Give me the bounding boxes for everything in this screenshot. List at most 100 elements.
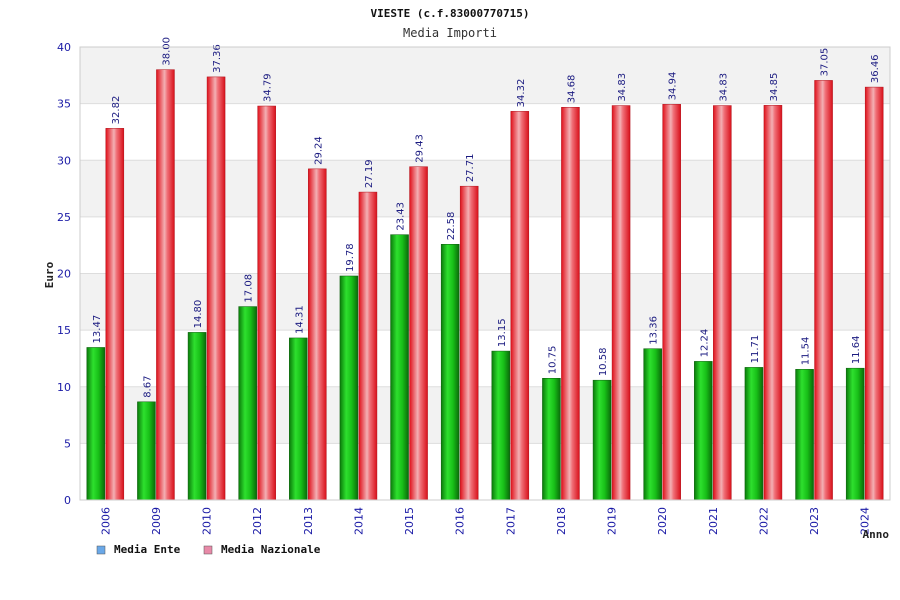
chart-title: VIESTE (c.f.83000770715) [371,7,530,20]
bar-media-ente-2009 [137,401,156,501]
value-label: 32.82 [111,96,122,125]
bar-media-ente-2020 [643,348,662,501]
chart-subtitle: Media Importi [403,26,497,40]
value-label: 34.83 [718,73,729,102]
bar-media-ente-2023 [795,369,814,501]
bar-media-nazionale-2009 [156,69,175,501]
bar-media-ente-2024 [845,367,865,501]
value-label: 34.32 [516,79,527,108]
bar-media-nazionale-2018 [561,106,580,501]
x-tick-label: 2014 [352,507,365,535]
value-label: 34.94 [668,72,679,101]
value-label: 13.15 [497,318,508,347]
bar-media-ente-2017 [491,350,511,501]
x-tick-label: 2020 [656,507,669,535]
bar-media-ente-2016 [440,244,460,501]
y-tick-label: 35 [57,98,71,111]
value-label: 17.08 [244,274,255,303]
value-label: 11.54 [801,337,812,366]
value-label: 22.58 [446,212,457,241]
x-tick-label: 2018 [555,507,568,535]
value-label: 12.24 [699,329,710,358]
plot-frame [79,46,891,501]
y-tick-label: 0 [64,494,71,507]
value-label: 37.05 [820,48,831,77]
y-tick-label: 25 [57,211,71,224]
value-label: 19.78 [345,243,356,272]
bar-media-nazionale-2006 [105,128,125,501]
value-label: 14.31 [294,305,305,334]
bar-media-nazionale-2024 [864,86,884,501]
bar-media-ente-2019 [592,379,612,501]
x-axis-ticks: 2006 2009 2010 2012 2013 2014 2015 2016 2017 2018… [99,507,871,535]
bar-media-nazionale-2016 [459,185,479,501]
bar-media-nazionale-2022 [763,105,783,501]
bar-media-ente-2022 [744,367,764,501]
x-tick-label: 2022 [757,507,770,535]
bar-media-ente-2013 [289,337,308,501]
bar-media-nazionale-2012 [257,105,276,501]
bar-media-ente-2006 [86,347,106,501]
value-label: 10.75 [547,346,558,375]
x-axis-label: Anno [863,528,890,541]
value-label: 29.24 [313,136,324,165]
y-tick-label: 30 [57,154,71,167]
x-tick-label: 2009 [150,507,163,535]
value-label: 27.19 [364,159,375,188]
bar-media-nazionale-2013 [308,168,327,501]
bar-media-ente-2015 [390,234,409,501]
bar-media-ente-2014 [339,275,359,501]
value-label: 34.83 [617,73,628,102]
bar-media-ente-2021 [694,361,713,501]
x-tick-label: 2013 [302,507,315,535]
y-tick-label: 15 [57,324,71,337]
legend-swatch-media-ente [96,545,106,555]
value-label: 8.67 [142,376,153,398]
y-axis-ticks: 0 5 10 15 20 25 30 35 40 [57,41,71,507]
bar-media-nazionale-2015 [409,166,428,501]
bar-media-ente-2010 [187,332,207,501]
value-label: 34.79 [263,73,274,102]
legend-label-media-ente: Media Ente [114,543,181,556]
legend-swatch-media-nazionale [203,545,213,555]
value-label: 13.47 [92,315,103,344]
y-tick-label: 20 [57,268,71,281]
y-axis-label: Euro [43,261,56,288]
value-label: 34.68 [566,75,577,104]
x-tick-label: 2015 [403,507,416,535]
x-tick-label: 2017 [504,507,517,535]
x-tick-label: 2016 [454,507,467,535]
value-label: 29.43 [415,134,426,163]
value-label: 27.71 [465,154,476,183]
value-labels: 13.47 32.82 8.67 38.00 14.80 37.36 17.08 34.79 1… [92,37,881,398]
value-label: 10.58 [598,348,609,377]
x-tick-label: 2012 [251,507,264,535]
legend-label-media-nazionale: Media Nazionale [221,543,321,556]
bar-media-nazionale-2014 [358,191,378,501]
y-tick-label: 5 [64,437,71,450]
bars [86,69,884,501]
value-label: 14.80 [193,300,204,329]
value-label: 11.71 [750,335,761,364]
x-tick-label: 2023 [808,507,821,535]
bar-media-nazionale-2017 [510,111,530,501]
value-label: 11.64 [851,336,862,365]
legend: Media Ente Media Nazionale [96,543,321,556]
value-label: 36.46 [870,54,881,83]
value-label: 37.36 [212,44,223,73]
x-tick-label: 2024 [859,507,872,535]
value-label: 34.85 [769,73,780,102]
y-tick-label: 40 [57,41,71,54]
x-tick-label: 2006 [99,507,112,535]
x-tick-label: 2019 [606,507,619,535]
bar-media-nazionale-2019 [611,105,631,501]
bar-media-nazionale-2023 [814,80,833,501]
x-tick-label: 2010 [201,507,214,535]
value-label: 38.00 [161,37,172,66]
bar-media-ente-2018 [542,378,561,501]
x-tick-label: 2021 [707,507,720,535]
bar-media-nazionale-2021 [713,105,732,501]
value-label: 13.36 [649,316,660,345]
y-tick-label: 10 [57,381,71,394]
